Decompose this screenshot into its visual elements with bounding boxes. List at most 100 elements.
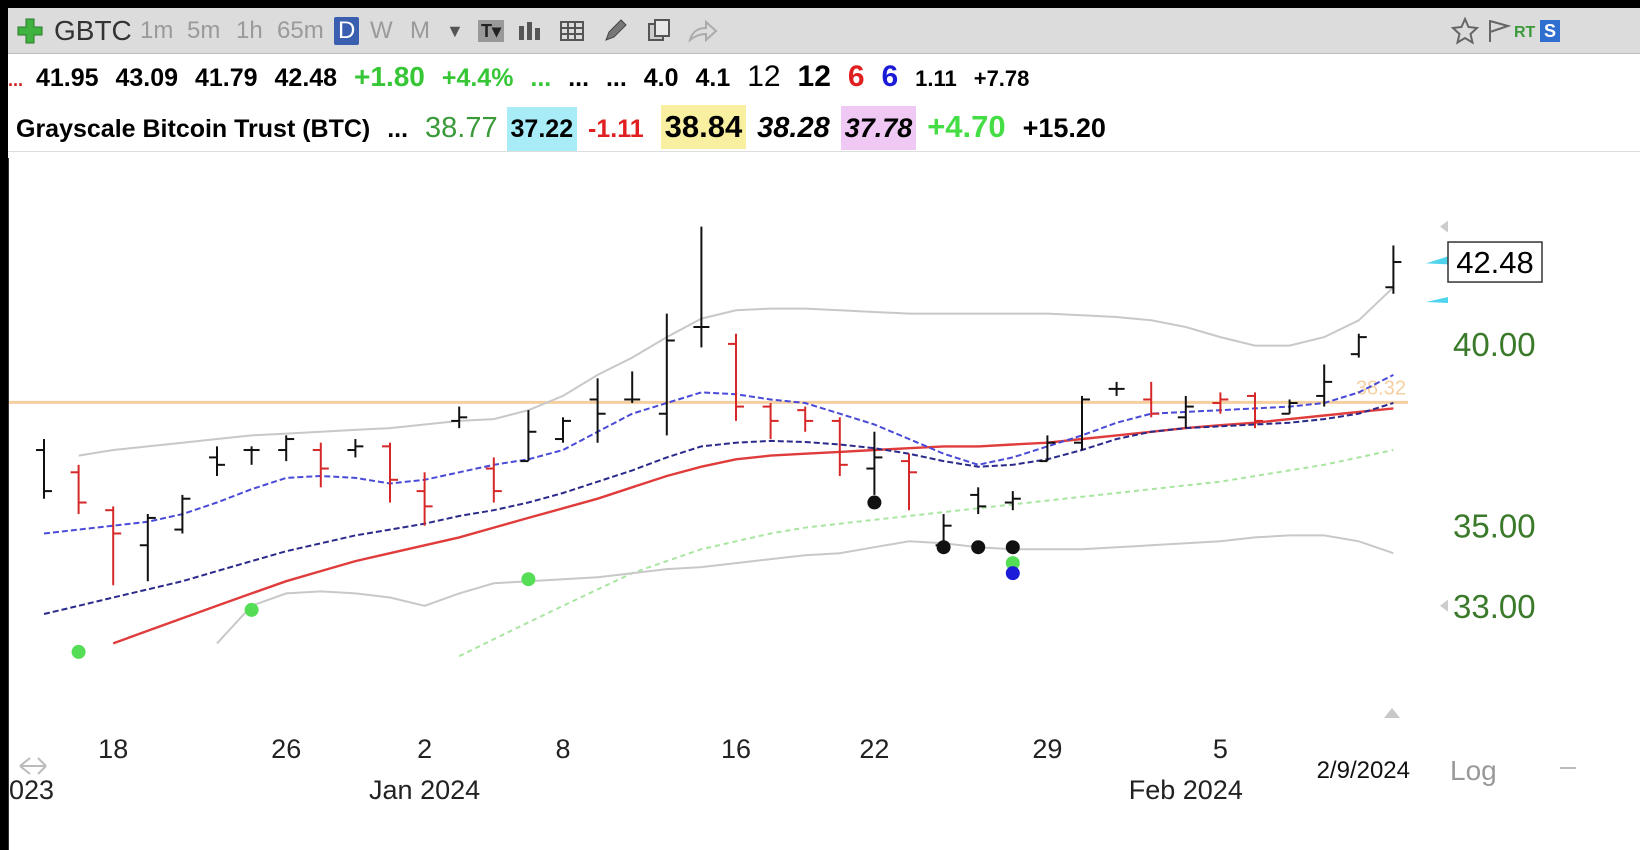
last-price-label: 42.48 [1456,245,1534,280]
ohlc-bar [520,410,537,463]
interval-65m[interactable]: 65m [277,17,324,44]
name-value-7: +4.70 [927,109,1006,144]
x-tick-label: 16 [721,734,751,764]
ohlc-bar [728,333,744,421]
symbol-label[interactable]: GBTC [54,15,132,46]
quote-close: 42.48 [274,64,338,92]
name-value-6: 37.78 [840,106,917,150]
ohlc-bar [1074,395,1090,451]
ohlc-bar [901,453,917,511]
price-marker-icon [1426,297,1448,304]
x-tick-label: 18 [98,734,128,764]
ohlc-bar [866,431,883,495]
ohlc-bar [1108,381,1125,396]
ohlc-bar [1281,399,1298,415]
blackdot-marker [936,540,951,555]
copy-icon[interactable] [644,16,674,46]
ohlc-bar [1350,333,1367,358]
bar-style-icon[interactable] [516,16,544,46]
quote-value-2: 4.1 [695,64,731,92]
line-bband-lower [216,534,1394,645]
y-tick-label: 33.00 [1453,588,1536,625]
line-eavg-21 [43,402,1394,615]
interval-1h[interactable]: 1h [236,17,263,44]
flag-icon[interactable] [1486,16,1512,46]
ohlc-bar [1039,435,1056,463]
line-avg-50 [458,449,1394,658]
name-value-4: 38.84 [660,105,747,149]
interval-daily[interactable]: D [334,17,360,45]
x-tick-label: 22 [859,734,889,764]
quote-open: 41.95 [35,64,99,92]
green-dot-marker [71,644,86,659]
log-scale-toggle[interactable]: Log [1450,755,1497,786]
period-label: Feb 2024 [1129,775,1243,805]
quote-change-pct: +4.4% [441,64,514,92]
name-row: Grayscale Bitcoin Trust (BTC) ... 38.77 … [16,105,1116,151]
quote-value-7: 1.11 [915,66,957,91]
ohlc-bar [451,406,468,429]
grid-icon[interactable] [558,16,588,46]
pencil-icon[interactable] [600,16,630,46]
security-name: Grayscale Bitcoin Trust (BTC) [16,115,371,143]
share-icon[interactable] [686,16,720,46]
ohlc-bar [36,439,52,499]
date-label: 2/9/2024 [1317,757,1410,784]
line-eavg-8 [43,374,1394,535]
quote-value-3: 12 [747,60,781,93]
interval-weekly[interactable]: W [370,17,393,44]
quote-low: 41.79 [195,64,258,92]
last-price-box [1447,241,1543,283]
ohlc-bar [797,406,814,432]
ohlc-bar [555,417,571,443]
quote-dots-1: ... [530,64,552,92]
ohlc-bar [589,378,606,443]
scroll-up-icon[interactable] [1384,708,1400,718]
price-level-label: 38.32 [1356,377,1406,399]
green-dot-marker [1005,556,1020,571]
interval-monthly[interactable]: M [410,17,430,44]
quote-dots-2: ... [568,64,590,92]
chart-window: GBTC 1m 5m 1h 65m D W M ▼ T▾ RT S ... 41… [8,8,1640,850]
ohlc-bar [624,371,641,404]
quote-high: 43.09 [115,64,179,92]
ohlc-bar [278,435,295,462]
quote-lead: ... [8,70,24,90]
s-button[interactable]: S [1540,20,1561,42]
price-chart[interactable]: 38.32 40.00 35.00 33.00 42.48 18 26 2 8 16 22 29 5 2… [8,8,1640,850]
ohlc-bar [970,487,987,515]
blackdot-marker [971,540,986,555]
ohlc-bar [347,439,364,458]
interval-1m[interactable]: 1m [140,17,174,44]
axis-marker-icon [1440,599,1448,612]
ohlc-bar [312,442,329,488]
ohlc-bar [1143,381,1160,418]
tools-icon[interactable]: T▾ [478,20,505,42]
interval-5m[interactable]: 5m [187,17,221,44]
pan-icon[interactable] [19,757,47,775]
ohlc-bar [174,494,191,534]
green-dot-marker [244,602,259,617]
ohlc-bar [243,446,260,465]
price-marker-icon [1426,256,1448,265]
y-tick-label: 35.00 [1453,508,1536,545]
ohlc-bar [1247,392,1263,429]
x-tick-label: 26 [271,734,301,764]
ohlc-bar [693,226,710,348]
star-icon[interactable] [1450,16,1480,46]
ohlc-bar [139,514,156,582]
time-axis [8,738,1448,850]
rt-label: RT [1514,24,1536,41]
name-value-5: 38.28 [757,112,830,144]
name-value-2: 37.22 [506,107,578,151]
plot-area [8,158,1448,850]
line-bband-upper [78,286,1395,457]
ohlc-bar [1177,395,1194,429]
green-plus-icon[interactable] [16,16,44,46]
dropdown-icon[interactable]: ▼ [446,21,464,41]
ohlc-bar [1316,364,1333,407]
x-tick-label: 8 [555,734,570,764]
blue-dot-marker [1005,566,1020,581]
x-tick-label: 2 [417,734,432,764]
ohlc-bar [209,446,225,477]
